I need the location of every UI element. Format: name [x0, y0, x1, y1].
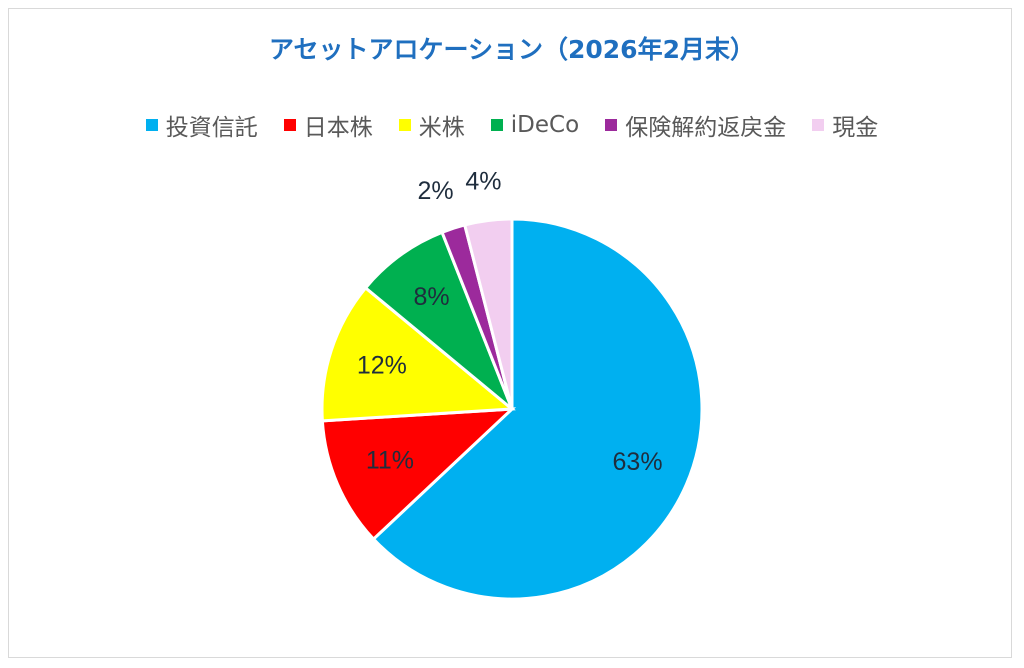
pie-label-1: 11%	[366, 446, 414, 474]
pie-label-3: 8%	[414, 283, 450, 311]
pie-slice-3	[363, 230, 514, 411]
pie-label-2: 12%	[357, 351, 407, 379]
legend-item-3: iDeCo	[490, 112, 580, 138]
pie-slice-1	[320, 407, 517, 542]
legend-label-2: 米株	[418, 115, 465, 141]
legend-swatch-2	[398, 119, 411, 131]
pie-slice-0	[371, 217, 704, 601]
legend-item-1: 日本株	[283, 108, 373, 142]
chart-title: アセットアロケーション（2026年2月末）	[269, 35, 755, 64]
legend-swatch-1	[283, 119, 296, 131]
legend-swatch-3	[490, 119, 503, 131]
pie-slice-2	[320, 285, 516, 423]
legend-label-4: 保険解約返戻金	[625, 115, 787, 141]
legend-label-0: 投資信託	[165, 115, 258, 141]
legend-item-2: 米株	[398, 108, 465, 142]
legend-item-4: 保険解約返戻金	[605, 108, 786, 142]
legend-swatch-5	[812, 119, 825, 131]
legend-label-1: 日本株	[303, 115, 373, 141]
legend-label-3: iDeCo	[510, 112, 580, 138]
chart-legend: 投資信託 日本株 米株 iDeCo 保険解約返戻金 現金	[0, 108, 1024, 142]
legend-item-5: 現金	[812, 108, 878, 142]
legend-swatch-4	[605, 119, 618, 131]
pie-label-4: 2%	[417, 177, 453, 205]
pie-label-5: 4%	[465, 167, 501, 195]
legend-item-0: 投資信託	[145, 108, 258, 142]
pie-slice-5	[462, 217, 514, 410]
legend-swatch-0	[145, 119, 158, 131]
legend-label-5: 現金	[832, 115, 879, 141]
pie-label-0: 63%	[613, 448, 663, 476]
